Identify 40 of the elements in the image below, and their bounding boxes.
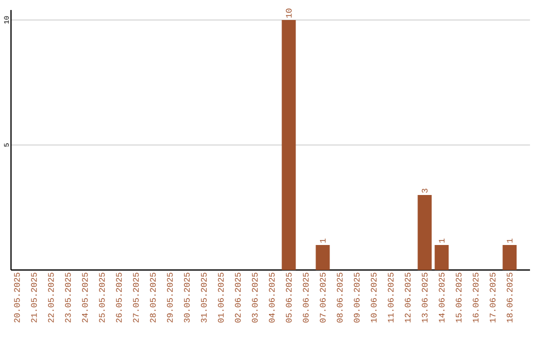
bar	[316, 245, 330, 270]
x-tick-label: 26.05.2025	[116, 272, 122, 322]
x-tick-label: 18.06.2025	[506, 272, 512, 322]
x-tick-label: 17.06.2025	[490, 272, 496, 322]
x-tick-label: 20.05.2025	[14, 272, 20, 322]
x-tick-label: 10.06.2025	[370, 272, 377, 322]
x-tick-label: 04.06.2025	[268, 272, 275, 322]
bar	[434, 245, 449, 270]
data-label: 1	[438, 238, 444, 243]
data-label: 10	[286, 8, 292, 18]
bar	[282, 20, 296, 270]
data-label: 3	[422, 188, 428, 193]
x-tick-label: 25.05.2025	[99, 272, 105, 322]
x-tick-label: 02.06.2025	[234, 272, 241, 322]
x-tick-label: 12.06.2025	[404, 272, 411, 322]
x-tick-label: 27.05.2025	[132, 272, 139, 322]
x-tick-label: 28.05.2025	[150, 272, 156, 322]
x-tick-label: 07.06.2025	[320, 272, 326, 322]
x-tick-label: 13.06.2025	[422, 272, 428, 322]
x-tick-label: 31.05.2025	[200, 272, 207, 322]
bar	[418, 195, 432, 270]
data-label: 1	[506, 238, 512, 243]
x-tick-label: 03.06.2025	[252, 272, 258, 322]
x-tick-label: 06.06.2025	[302, 272, 309, 322]
bar	[502, 245, 517, 270]
x-tick-label: 21.05.2025	[31, 272, 37, 322]
x-tick-label: 29.05.2025	[166, 272, 173, 322]
x-tick-label: 23.05.2025	[65, 272, 71, 322]
x-tick-label: 15.06.2025	[456, 272, 462, 322]
x-tick-label: 30.05.2025	[184, 272, 190, 322]
x-tick-label: 09.06.2025	[354, 272, 360, 322]
x-tick-label: 16.06.2025	[472, 272, 479, 322]
data-label: 1	[320, 238, 326, 243]
x-tick-label: 08.06.2025	[336, 272, 343, 322]
x-tick-label: 01.06.2025	[218, 272, 224, 322]
x-tick-label: 05.06.2025	[286, 272, 292, 322]
x-tick-label: 11.06.2025	[388, 272, 394, 322]
x-tick-label: 24.05.2025	[82, 272, 88, 322]
x-tick-label: 22.05.2025	[48, 272, 54, 322]
x-tick-label: 14.06.2025	[438, 272, 445, 322]
